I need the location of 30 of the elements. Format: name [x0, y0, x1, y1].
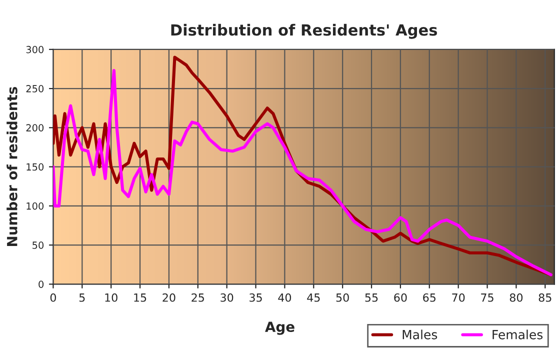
x-tick-label: 30: [220, 293, 234, 302]
x-tick-label: 85: [538, 293, 552, 302]
x-tick-label: 75: [481, 294, 494, 302]
x-tick-label: 25: [192, 293, 204, 302]
y-tick-label: 150: [26, 163, 44, 171]
y-tick-label: 300: [26, 46, 44, 54]
x-tick-label: 20: [162, 293, 176, 302]
legend-label: Females: [492, 330, 543, 340]
x-tick-label: 60: [394, 293, 407, 302]
y-axis-title: Number of residents: [6, 87, 18, 246]
x-tick-label: 5: [79, 294, 85, 302]
x-tick-label: 0: [50, 293, 56, 302]
x-tick-label: 55: [365, 294, 378, 302]
x-tick-label: 45: [307, 294, 320, 302]
legend-label: Males: [402, 330, 438, 340]
x-tick-label: 15: [134, 294, 146, 302]
x-tick-label: 50: [336, 293, 349, 302]
x-tick-label: 35: [250, 293, 262, 302]
y-tick-label: 50: [32, 242, 44, 249]
x-tick-label: 40: [278, 293, 292, 302]
x-axis-title: Age: [265, 322, 294, 335]
y-tick-label: 100: [26, 202, 44, 210]
x-tick-label: 80: [510, 293, 523, 302]
x-tick-label: 65: [423, 293, 436, 302]
y-tick-label: 250: [26, 85, 44, 92]
y-tick-label: 200: [26, 124, 44, 132]
y-tick-label: 0: [38, 280, 44, 288]
chart-title: Distribution of Residents' Ages: [171, 24, 437, 39]
x-tick-label: 10: [105, 293, 118, 302]
x-tick-label: 70: [452, 293, 465, 302]
